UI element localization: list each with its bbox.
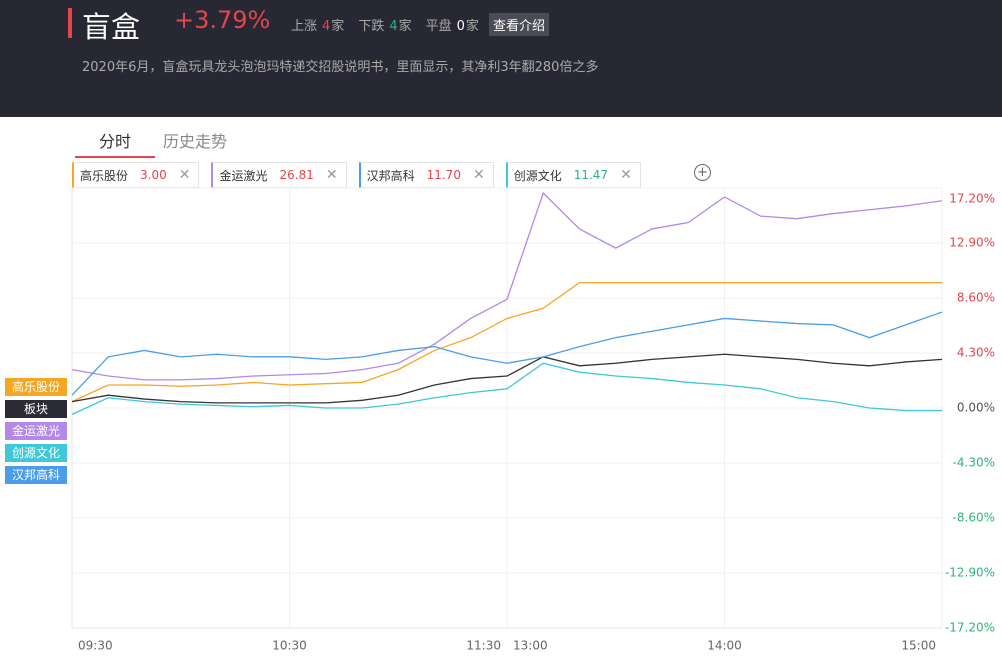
chip-name: 高乐股份 [80, 168, 129, 183]
series-line [71, 353, 943, 404]
chip-price: 3.00 [140, 168, 167, 182]
series-line [71, 191, 943, 381]
x-tick-label: 13:00 [513, 639, 548, 653]
chip-price: 11.47 [573, 168, 609, 182]
stat-unit: 家 [331, 19, 345, 34]
series-tag: 高乐股份 [5, 378, 67, 396]
tabs: 分时 历史走势 [75, 128, 235, 158]
y-tick-label: -17.20% [945, 621, 995, 635]
series-tag: 金运激光 [5, 422, 67, 440]
x-tick-label: 15:00 [901, 639, 936, 653]
series-tag: 汉邦高科 [5, 466, 67, 484]
change: +3.79% [174, 6, 271, 34]
chip-price: 11.70 [426, 168, 461, 182]
chip-price: 26.81 [279, 168, 314, 182]
y-tick-label: 12.90% [949, 236, 995, 250]
y-tick-label: 4.30% [957, 346, 995, 360]
series-line [71, 282, 942, 403]
stat-count: 0 [456, 19, 465, 34]
stat-unit: 家 [465, 19, 479, 34]
stat-count: 4 [322, 19, 331, 34]
intro-button[interactable]: 查看介绍 [489, 13, 550, 36]
subtitle: 2020年6月，盲盒玩具龙头泡泡玛特递交招股说明书，里面显示，其净利3年翻280… [82, 60, 599, 75]
stat: 平盘 0家 [426, 15, 479, 34]
stat-label: 下跌 [358, 19, 385, 34]
x-tick-label: 09:30 [78, 639, 113, 653]
y-tick-label: 0.00% [957, 401, 995, 415]
series-tag: 板块 [5, 400, 67, 418]
chip-name: 创源文化 [513, 168, 562, 183]
y-tick-label: -12.90% [945, 566, 995, 580]
stat: 上涨 4家 [291, 15, 344, 34]
x-tick-label: 14:00 [707, 639, 742, 653]
chip-close[interactable]: ✕ [178, 167, 191, 183]
stat-label: 平盘 [425, 19, 452, 34]
series-line [71, 311, 943, 396]
stat: 下跌 4家 [358, 15, 411, 34]
chip-name: 汉邦高科 [366, 168, 415, 183]
y-tick-label: 17.20% [949, 192, 995, 206]
series-line [71, 362, 942, 415]
title-bar [68, 8, 72, 38]
legend-chip: 高乐股份 3.00 ✕ [72, 162, 200, 188]
stat-label: 上涨 [291, 19, 318, 34]
y-tick-label: -4.30% [953, 456, 995, 470]
tab[interactable]: 分时 [75, 128, 155, 158]
y-tick-label: -8.60% [953, 511, 995, 525]
x-tick-label: 11:30 [466, 639, 501, 653]
chip-close[interactable]: ✕ [620, 167, 632, 183]
tab[interactable]: 历史走势 [162, 132, 227, 151]
chip-name: 金运激光 [219, 168, 268, 183]
chip-close[interactable]: ✕ [325, 167, 338, 183]
add-button[interactable]: + [694, 164, 711, 181]
stat-unit: 家 [398, 19, 412, 34]
series-tag: 创源文化 [5, 444, 67, 462]
y-tick-label: 8.60% [957, 291, 995, 305]
stats: 上涨 4家 下跌 4家 平盘 0家 [291, 15, 479, 34]
x-tick-label: 10:30 [272, 639, 307, 653]
stat-count: 4 [389, 19, 398, 34]
title: 盲盒 [82, 10, 141, 44]
chip-close[interactable]: ✕ [472, 167, 485, 183]
header: 盲盒 +3.79% 上涨 4家 下跌 4家 平盘 0家 查看介绍 2020年6月，盲盒玩具… [0, 0, 1002, 117]
